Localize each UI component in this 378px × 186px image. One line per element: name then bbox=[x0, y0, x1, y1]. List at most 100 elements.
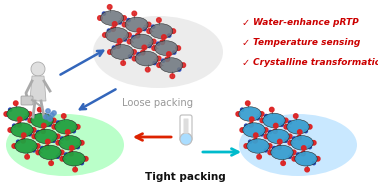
Circle shape bbox=[56, 141, 60, 145]
Circle shape bbox=[45, 139, 50, 144]
Circle shape bbox=[268, 144, 272, 148]
Ellipse shape bbox=[267, 129, 289, 144]
Circle shape bbox=[25, 155, 29, 159]
Text: Tight packing: Tight packing bbox=[145, 172, 225, 182]
Circle shape bbox=[123, 38, 127, 41]
Circle shape bbox=[240, 108, 244, 111]
Circle shape bbox=[152, 25, 155, 28]
Circle shape bbox=[32, 149, 36, 152]
Circle shape bbox=[37, 107, 42, 112]
Circle shape bbox=[161, 59, 165, 62]
Circle shape bbox=[167, 34, 171, 37]
Circle shape bbox=[260, 112, 264, 116]
Circle shape bbox=[132, 36, 135, 39]
Circle shape bbox=[249, 140, 252, 143]
Circle shape bbox=[165, 57, 170, 62]
Circle shape bbox=[297, 135, 301, 140]
Circle shape bbox=[60, 157, 65, 161]
Text: ✓: ✓ bbox=[242, 18, 250, 28]
Circle shape bbox=[151, 39, 156, 44]
Ellipse shape bbox=[271, 145, 293, 160]
Circle shape bbox=[291, 150, 296, 155]
Circle shape bbox=[70, 146, 74, 150]
Ellipse shape bbox=[7, 107, 29, 121]
Circle shape bbox=[156, 56, 161, 61]
Circle shape bbox=[156, 18, 161, 22]
Circle shape bbox=[153, 61, 156, 65]
Circle shape bbox=[118, 39, 122, 43]
Circle shape bbox=[28, 118, 33, 123]
Circle shape bbox=[170, 74, 175, 78]
Circle shape bbox=[17, 123, 22, 127]
Circle shape bbox=[24, 117, 28, 120]
Circle shape bbox=[72, 129, 76, 133]
Circle shape bbox=[57, 121, 60, 124]
Ellipse shape bbox=[287, 120, 309, 134]
Circle shape bbox=[12, 144, 17, 148]
Circle shape bbox=[160, 40, 165, 44]
Circle shape bbox=[273, 129, 277, 133]
Circle shape bbox=[118, 21, 122, 24]
Circle shape bbox=[21, 139, 25, 143]
Circle shape bbox=[244, 144, 248, 148]
Circle shape bbox=[277, 139, 282, 144]
Circle shape bbox=[257, 155, 261, 159]
Circle shape bbox=[60, 137, 64, 140]
Circle shape bbox=[156, 42, 160, 45]
Circle shape bbox=[22, 133, 26, 137]
Circle shape bbox=[116, 44, 121, 48]
Circle shape bbox=[281, 161, 285, 165]
Ellipse shape bbox=[243, 123, 265, 137]
Circle shape bbox=[256, 117, 259, 120]
Circle shape bbox=[98, 16, 102, 20]
Text: Crystalline transformation: Crystalline transformation bbox=[253, 58, 378, 67]
Ellipse shape bbox=[93, 16, 223, 88]
Circle shape bbox=[107, 29, 111, 32]
Circle shape bbox=[141, 50, 145, 55]
Circle shape bbox=[246, 101, 250, 105]
Circle shape bbox=[45, 145, 50, 149]
Circle shape bbox=[274, 123, 278, 128]
Circle shape bbox=[171, 29, 175, 33]
Circle shape bbox=[148, 44, 151, 48]
Circle shape bbox=[127, 18, 130, 22]
Ellipse shape bbox=[110, 45, 133, 59]
Circle shape bbox=[305, 167, 309, 172]
Circle shape bbox=[245, 124, 248, 127]
Circle shape bbox=[308, 125, 312, 129]
Circle shape bbox=[32, 134, 37, 139]
Text: ✓: ✓ bbox=[242, 58, 250, 68]
Circle shape bbox=[260, 118, 265, 123]
Circle shape bbox=[102, 12, 105, 15]
Circle shape bbox=[46, 109, 50, 113]
Circle shape bbox=[137, 28, 142, 33]
Circle shape bbox=[143, 27, 146, 31]
Circle shape bbox=[302, 146, 306, 150]
Ellipse shape bbox=[55, 120, 77, 134]
Circle shape bbox=[52, 125, 56, 129]
Circle shape bbox=[297, 153, 300, 156]
Circle shape bbox=[52, 111, 56, 115]
Polygon shape bbox=[30, 76, 46, 101]
Ellipse shape bbox=[295, 152, 317, 166]
Circle shape bbox=[41, 129, 45, 133]
Circle shape bbox=[112, 46, 116, 49]
Circle shape bbox=[304, 129, 307, 133]
Circle shape bbox=[17, 117, 22, 121]
Text: ✓: ✓ bbox=[242, 38, 250, 48]
Circle shape bbox=[48, 123, 51, 126]
Circle shape bbox=[265, 114, 268, 118]
Circle shape bbox=[69, 151, 73, 156]
Circle shape bbox=[249, 117, 254, 121]
Text: Temperature sensing: Temperature sensing bbox=[253, 38, 360, 47]
Ellipse shape bbox=[11, 123, 33, 137]
Ellipse shape bbox=[101, 11, 124, 25]
Circle shape bbox=[288, 155, 291, 158]
Ellipse shape bbox=[155, 41, 178, 55]
Circle shape bbox=[28, 133, 31, 136]
Circle shape bbox=[284, 139, 287, 142]
Circle shape bbox=[112, 22, 117, 26]
Circle shape bbox=[132, 50, 136, 54]
Circle shape bbox=[59, 150, 64, 155]
Circle shape bbox=[254, 133, 258, 137]
